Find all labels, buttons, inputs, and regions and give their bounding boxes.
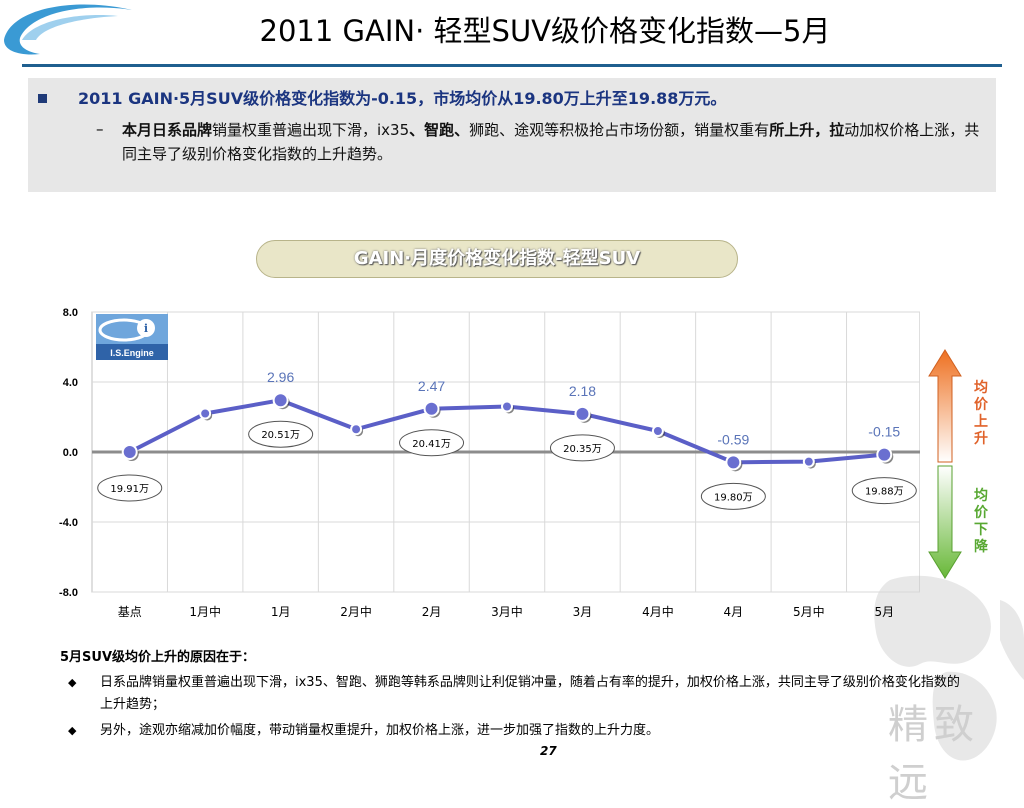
- data-label: -0.15: [868, 424, 900, 440]
- callout-bubble: [97, 474, 163, 502]
- price-callout: 20.51万: [248, 420, 314, 448]
- data-label: -0.59: [717, 431, 749, 447]
- callout-text: 19.88万: [865, 487, 904, 498]
- price-index-line-chart: 8.0 4.0 0.0 -4.0 -8.0 基点 1月中 1月 2月中 2月 3月中 3月 4月中 4月…: [59, 307, 920, 619]
- x-tick-label: 2月中: [340, 604, 372, 619]
- x-tick-label: 5月中: [793, 604, 825, 619]
- slide-title: 2011 GAIN· 轻型SUV级价格变化指数—5月: [259, 14, 831, 48]
- data-point: [423, 400, 440, 417]
- data-point: [501, 400, 513, 413]
- world-map-background: [874, 575, 1024, 761]
- x-tick-label: 5月: [874, 605, 894, 619]
- data-label: 2.96: [267, 369, 294, 385]
- data-point: [199, 407, 212, 420]
- data-point: [574, 405, 591, 422]
- summary-headline: 2011 GAIN·5月SUV级价格变化指数为-0.15，市场均价从19.80万…: [78, 89, 727, 108]
- x-tick-label: 基点: [118, 605, 142, 619]
- logo-label: I.S.Engine: [110, 348, 154, 358]
- data-label: 2.47: [418, 378, 445, 394]
- chart-header-pill: GAIN·月度价格变化指数-轻型SUV: [256, 240, 738, 278]
- diamond-bullet-icon: ◆: [68, 724, 77, 737]
- callout-bubble: [248, 420, 314, 448]
- summary-panel: [28, 78, 996, 192]
- x-tick-label: 1月中: [189, 604, 221, 619]
- x-tick-label: 3月中: [491, 604, 523, 619]
- detail-bold-2: 、智跑、: [409, 121, 470, 139]
- callout-bubble: [549, 434, 615, 462]
- detail-text-1: 销量权重普遍出现下滑，ix35: [212, 121, 410, 139]
- price-callout: 19.80万: [700, 482, 766, 510]
- page-number: 27: [540, 744, 557, 758]
- chart-header-label: GAIN·月度价格变化指数-轻型SUV: [353, 248, 641, 269]
- callout-text: 20.35万: [563, 444, 602, 455]
- callout-bubble: [851, 477, 917, 505]
- data-point: [121, 444, 138, 460]
- x-tick-label: 2月: [422, 605, 442, 619]
- x-tick-label: 1月: [271, 605, 291, 619]
- square-bullet-icon: [38, 94, 47, 103]
- up-down-arrow-icon: [928, 349, 962, 579]
- data-point: [272, 392, 289, 409]
- data-point: [725, 454, 742, 471]
- price-down-label: 均价下降: [974, 488, 988, 555]
- price-callout: 19.91万: [97, 474, 163, 502]
- detail-bold-3: 所上升，拉: [769, 121, 845, 139]
- callout-text: 19.80万: [714, 492, 753, 503]
- diamond-bullet-icon: ◆: [68, 676, 77, 689]
- chart-grid: [91, 311, 920, 593]
- price-callout: 20.41万: [399, 429, 465, 457]
- x-tick-label: 3月: [573, 605, 593, 619]
- callout-text: 20.51万: [261, 430, 300, 441]
- data-label: 2.18: [569, 383, 596, 399]
- reasons-title: 5月SUV级均价上升的原因在于：: [60, 650, 256, 665]
- callout-text: 20.41万: [412, 439, 451, 450]
- callout-bubble: [700, 482, 766, 510]
- y-tick-label: -8.0: [59, 587, 78, 599]
- dash-bullet: –: [96, 120, 104, 138]
- x-tick-label: 4月: [724, 605, 744, 619]
- data-point: [876, 446, 893, 463]
- price-callouts: 19.91万 20.51万 20.41万 20.35万 19.80万 19.88万: [97, 420, 917, 510]
- data-point: [350, 423, 363, 436]
- price-up-label: 均价上升: [974, 380, 988, 447]
- y-tick-label: 4.0: [63, 377, 78, 389]
- y-tick-label: -4.0: [59, 517, 78, 529]
- price-callout: 20.35万: [549, 434, 615, 462]
- title-divider: [22, 64, 1002, 67]
- reason-item-1: 日系品牌销量权重普遍出现下滑，ix35、智跑、狮跑等韩系品牌则让利促销冲量，随着…: [100, 675, 960, 712]
- value-labels: 2.96 2.47 2.18 -0.59 -0.15: [267, 369, 900, 447]
- detail-bold-1: 本月日系品牌: [122, 121, 213, 139]
- is-engine-logo: i I.S.Engine: [96, 314, 168, 360]
- x-tick-label: 4月中: [642, 604, 674, 619]
- callout-text: 19.91万: [110, 484, 149, 495]
- x-axis-ticks: 基点 1月中 1月 2月中 2月 3月中 3月 4月中 4月 5月中 5月: [118, 604, 894, 619]
- detail-text-2: 狮跑、途观等积极抢占市场份额，销量权重有: [469, 121, 770, 139]
- price-callout: 19.88万: [851, 477, 917, 505]
- y-tick-label: 8.0: [63, 307, 78, 319]
- reason-item-2: 另外，途观亦缩减加价幅度，带动销量权重提升，加权价格上涨，进一步加强了指数的上升…: [100, 723, 660, 738]
- svg-text:i: i: [144, 322, 148, 335]
- summary-detail: 本月日系品牌销量权重普遍出现下滑，ix35、智跑、狮跑、途观等积极抢占市场份额，…: [122, 118, 984, 166]
- data-point: [651, 425, 664, 437]
- y-axis-ticks: 8.0 4.0 0.0 -4.0 -8.0: [59, 307, 78, 599]
- y-tick-label: 0.0: [63, 447, 78, 459]
- detail-text-3: 动加权价格上涨，共同主导了级别价格变化指数的上升趋势。: [122, 121, 980, 163]
- series-points: [121, 392, 894, 472]
- callout-bubble: [399, 429, 465, 457]
- data-point: [802, 455, 815, 468]
- brand-swoosh-icon: [4, 4, 132, 55]
